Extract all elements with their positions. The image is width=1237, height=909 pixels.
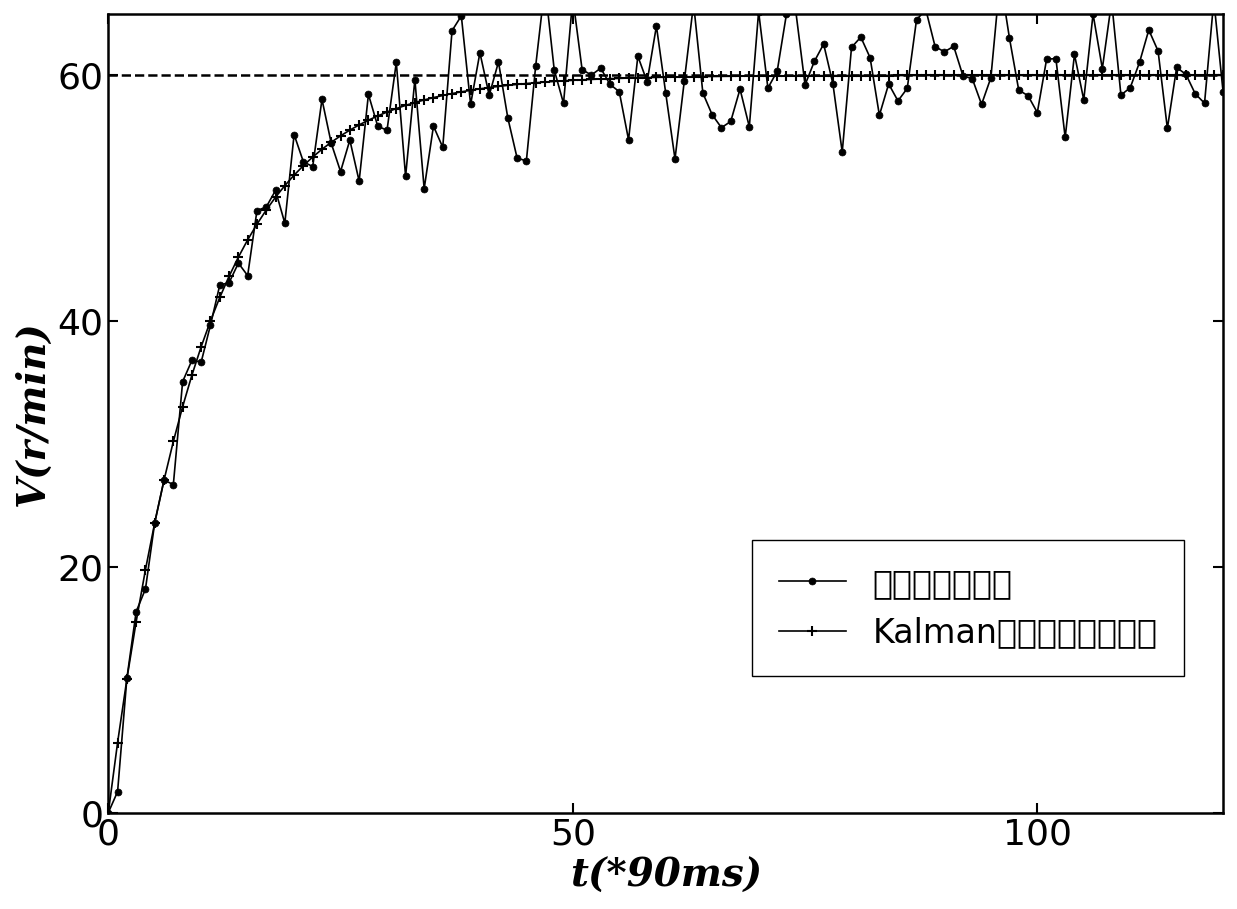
Kalman滤波后轮速输出值 — [854, 70, 868, 81]
轮速实际采样值 — [1216, 86, 1231, 97]
X-axis label: t(*90ms): t(*90ms) — [570, 857, 762, 895]
轮速实际采样值 — [213, 280, 228, 291]
Kalman滤波后轮速输出值 — [1142, 70, 1157, 81]
Kalman滤波后轮速输出值 — [1216, 70, 1231, 81]
轮速实际采样值 — [101, 807, 116, 818]
Kalman滤波后轮速输出值 — [361, 115, 376, 125]
轮速实际采样值 — [575, 65, 590, 75]
Kalman滤波后轮速输出值 — [213, 292, 228, 303]
Y-axis label: V(r/min): V(r/min) — [14, 320, 52, 506]
Line: 轮速实际采样值: 轮速实际采样值 — [105, 0, 1227, 816]
Kalman滤波后轮速输出值 — [575, 75, 590, 85]
轮速实际采样值 — [798, 79, 813, 90]
Line: Kalman滤波后轮速输出值: Kalman滤波后轮速输出值 — [104, 71, 1228, 817]
Kalman滤波后轮速输出值 — [798, 70, 813, 81]
Legend: 轮速实际采样值, Kalman滤波后轮速输出值: 轮速实际采样值, Kalman滤波后轮速输出值 — [752, 540, 1184, 676]
轮速实际采样值 — [1150, 45, 1165, 56]
轮速实际采样值 — [361, 89, 376, 100]
Kalman滤波后轮速输出值 — [101, 807, 116, 818]
轮速实际采样值 — [854, 32, 868, 43]
